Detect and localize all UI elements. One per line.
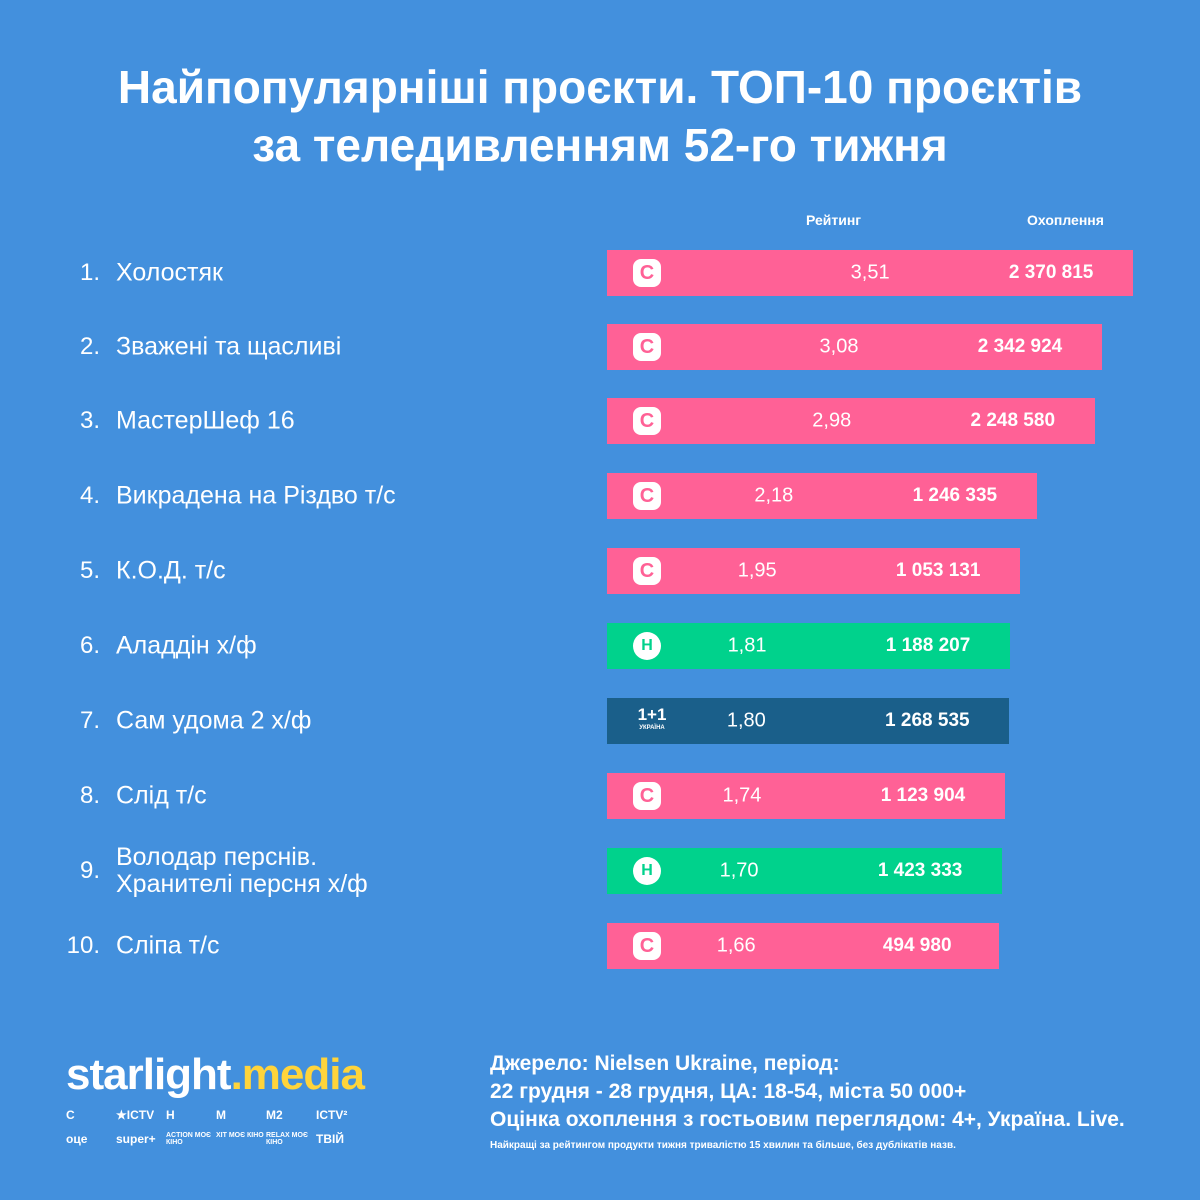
project-name: МастерШеф 16 <box>116 406 295 435</box>
chart-row: 6. Аладдін х/ф Н 1,81 1 188 207 <box>0 623 1200 669</box>
project-name: Слід т/с <box>116 781 207 810</box>
reach-label: 1 123 904 <box>880 785 966 806</box>
rating-label: 1,80 <box>726 709 766 732</box>
chart-row: 1. Холостяк С 3,51 2 370 815 <box>0 250 1200 296</box>
bar: Н 1,70 1 423 333 <box>607 848 1003 894</box>
reach-label: 1 246 335 <box>912 485 998 506</box>
bar: С 1,74 1 123 904 <box>607 773 1005 819</box>
bar: С 3,08 2 342 924 <box>607 324 1102 370</box>
reach-label: 2 370 815 <box>1008 262 1094 283</box>
page-title: Найпопулярніші проєкти. ТОП-10 проєктів з… <box>0 58 1200 174</box>
reach-label: 2 248 580 <box>970 410 1056 431</box>
novy-logo-icon: Н <box>633 857 661 885</box>
rank: 10. <box>66 932 100 959</box>
project-name: Володар перснів. Хранителі персня х/ф <box>116 843 368 898</box>
chart-row: 9. Володар перснів. Хранителі персня х/ф… <box>0 844 1200 898</box>
rating-label: 1,95 <box>737 559 777 582</box>
channel-logo-icon: ТВІЙ <box>316 1132 344 1146</box>
rating-label: 3,08 <box>819 335 859 358</box>
chart-row: 7. Сам удома 2 х/ф 1+1 УКРАЇНА 1,80 1 268… <box>0 698 1200 744</box>
reach-label: 494 980 <box>882 935 952 956</box>
channel-logo-icon: ACTION МОЄ КІНО <box>166 1132 212 1146</box>
project-name: Холостяк <box>116 258 223 287</box>
bar: С 1,95 1 053 131 <box>607 548 1021 594</box>
rank: 4. <box>79 482 100 509</box>
rank: 3. <box>79 407 100 434</box>
chart-row: 4. Викрадена на Різдво т/с С 2,18 1 246 … <box>0 473 1200 519</box>
column-header-rating: Рейтинг <box>806 212 862 228</box>
rating-label: 1,70 <box>719 859 759 882</box>
title-line-1: Найпопулярніші проєкти. ТОП-10 проєктів <box>117 61 1083 113</box>
project-name: К.О.Д. т/с <box>116 556 226 585</box>
chart-row: 2. Зважені та щасливі С 3,08 2 342 924 <box>0 324 1200 370</box>
rating-label: 1,81 <box>727 634 767 657</box>
bar: С 3,51 2 370 815 <box>607 250 1134 296</box>
rank: 7. <box>79 707 100 734</box>
stb-logo-icon: С <box>633 482 661 510</box>
rank: 2. <box>79 333 100 360</box>
chart-row: 5. К.О.Д. т/с С 1,95 1 053 131 <box>0 548 1200 594</box>
bar: С 2,98 2 248 580 <box>607 398 1095 444</box>
reach-label: 2 342 924 <box>977 336 1063 357</box>
reach-label: 1 268 535 <box>885 710 970 731</box>
channel-logo-icon: оце <box>66 1132 88 1146</box>
stb-logo-icon: С <box>633 932 661 960</box>
stb-logo-icon: С <box>633 259 661 287</box>
rating-label: 1,66 <box>716 934 756 957</box>
rating-label: 2,18 <box>754 484 794 507</box>
plus11-logo-icon: 1+1 УКРАЇНА <box>637 705 667 732</box>
rating-label: 2,98 <box>812 409 852 432</box>
reach-label: 1 188 207 <box>885 635 971 656</box>
chart-row: 10. Сліпа т/с С 1,66 494 980 <box>0 923 1200 969</box>
rank: 6. <box>79 632 100 659</box>
rating-label: 1,74 <box>722 784 762 807</box>
channel-logo-icon: super+ <box>116 1132 156 1146</box>
footnote: Найкращі за рейтингом продукти тижня три… <box>490 1140 956 1151</box>
source-text: Джерело: Nielsen Ukraine, період: 22 гру… <box>490 1050 1125 1134</box>
stb-logo-icon: С <box>633 333 661 361</box>
channel-logo-icon: С <box>66 1108 75 1122</box>
source-line-3: Оцінка охоплення з гостьовим переглядом:… <box>490 1108 1125 1131</box>
rank: 1. <box>79 259 100 286</box>
channel-logo-icon: ICTV² <box>316 1108 348 1122</box>
rank: 9. <box>79 857 100 884</box>
project-name: Викрадена на Різдво т/с <box>116 481 396 510</box>
channel-logos: С ★ICTV Н М М2 ICTV² оце super+ ACTION МОЄ КІНО Х… <box>66 1108 366 1146</box>
channel-logo-icon: ★ICTV <box>116 1108 155 1122</box>
title-line-2: за теледивленням 52-го тижня <box>252 119 948 171</box>
rating-label: 3,51 <box>850 261 890 284</box>
channel-logo-icon: М <box>216 1108 226 1122</box>
novy-logo-icon: Н <box>633 632 661 660</box>
project-name: Зважені та щасливі <box>116 332 342 361</box>
starlight-media-logo: starlight.media <box>66 1050 365 1099</box>
chart-row: 8. Слід т/с С 1,74 1 123 904 <box>0 773 1200 819</box>
stb-logo-icon: С <box>633 782 661 810</box>
bar: С 1,66 494 980 <box>607 923 1000 969</box>
project-name: Аладдін х/ф <box>116 631 257 660</box>
channel-logo-icon: М2 <box>266 1108 283 1122</box>
stb-logo-icon: С <box>633 557 661 585</box>
source-line-1: Джерело: Nielsen Ukraine, період: <box>490 1052 840 1075</box>
channel-logo-icon: Н <box>166 1108 175 1122</box>
rank: 5. <box>79 557 100 584</box>
source-line-2: 22 грудня - 28 грудня, ЦА: 18-54, міста … <box>490 1080 967 1103</box>
channel-logo-icon: ХІТ МОЄ КІНО <box>216 1132 264 1139</box>
project-name: Сам удома 2 х/ф <box>116 706 312 735</box>
bar: С 2,18 1 246 335 <box>607 473 1037 519</box>
column-header-reach: Охоплення <box>1027 212 1104 228</box>
reach-label: 1 423 333 <box>877 860 963 881</box>
stb-logo-icon: С <box>633 407 661 435</box>
rank: 8. <box>79 782 100 809</box>
reach-label: 1 053 131 <box>895 560 981 581</box>
bar: 1+1 УКРАЇНА 1,80 1 268 535 <box>607 698 1010 744</box>
chart-row: 3. МастерШеф 16 С 2,98 2 248 580 <box>0 398 1200 444</box>
project-name: Сліпа т/с <box>116 931 220 960</box>
bar: Н 1,81 1 188 207 <box>607 623 1011 669</box>
channel-logo-icon: RELAX МОЄ КІНО <box>266 1132 308 1146</box>
